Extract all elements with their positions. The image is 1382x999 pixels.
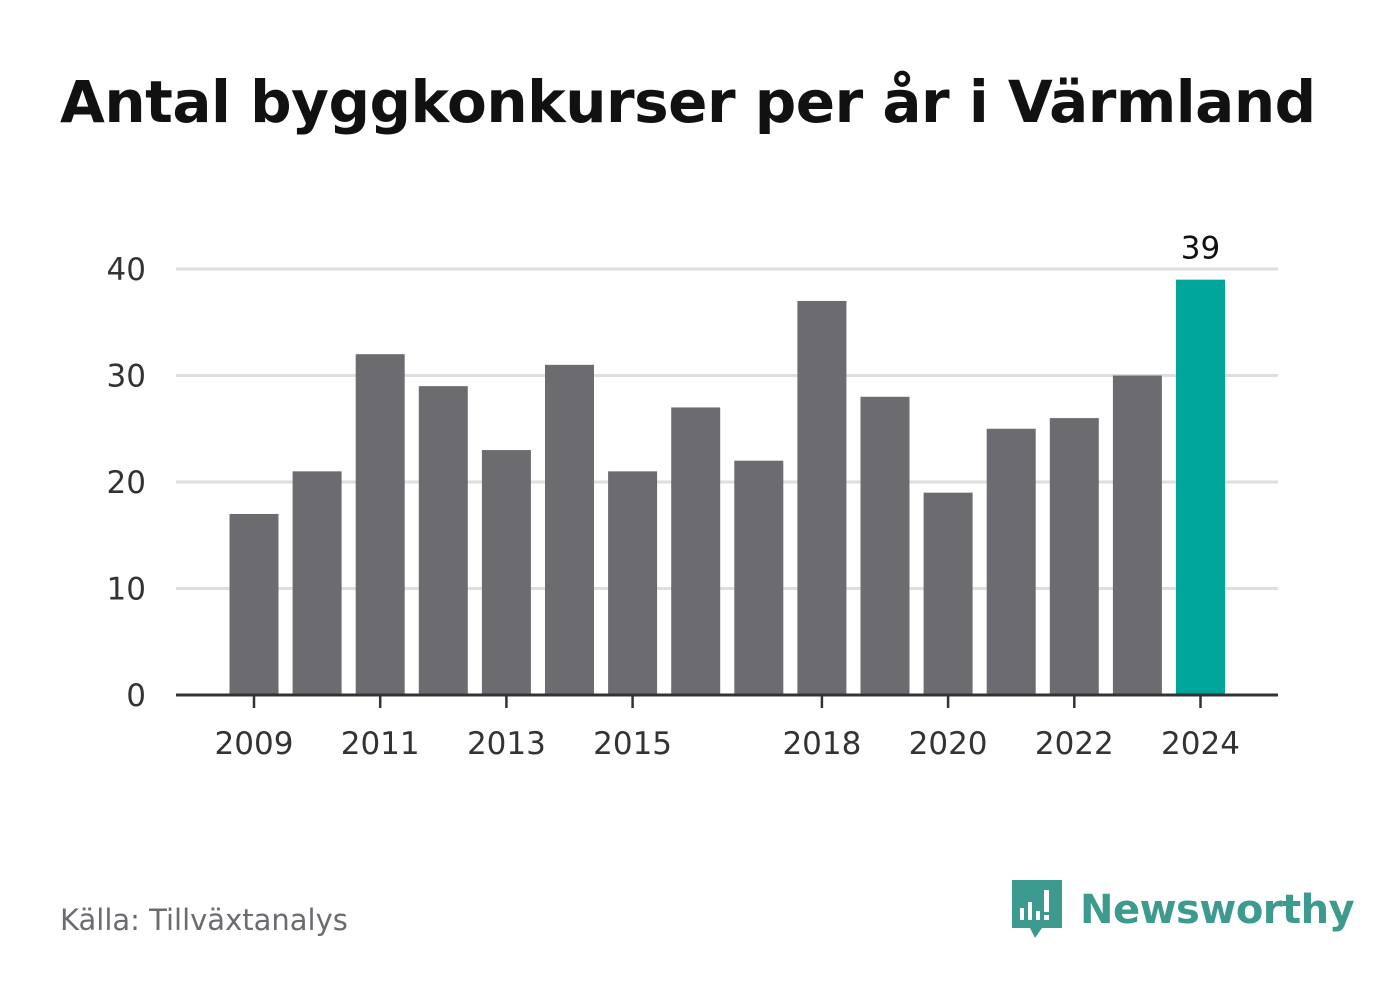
bars — [229, 279, 1225, 695]
brand-logo: Newsworthy — [1010, 878, 1355, 942]
bar — [797, 300, 847, 695]
y-tick-label: 10 — [107, 572, 146, 608]
bar — [923, 492, 973, 695]
bar — [481, 450, 531, 695]
data-label: 39 — [1181, 231, 1220, 267]
data-labels: 39 — [1181, 231, 1220, 267]
bar — [1176, 279, 1225, 695]
bar — [1112, 375, 1162, 695]
y-tick-label: 40 — [107, 252, 146, 288]
bar — [734, 460, 784, 695]
bar — [608, 471, 658, 695]
y-axis-ticks: 0 10 20 30 40 — [107, 252, 146, 714]
bar — [986, 428, 1036, 695]
x-tick-label: 2015 — [593, 726, 672, 762]
x-tick-label: 2020 — [909, 726, 988, 762]
x-tick-label: 2024 — [1161, 726, 1240, 762]
bar — [229, 513, 279, 695]
x-axis: 2009 2011 2013 2015 2018 2020 2022 2024 — [176, 693, 1278, 762]
bar — [292, 471, 342, 695]
brand-name: Newsworthy — [1080, 887, 1355, 933]
y-tick-label: 20 — [107, 465, 146, 501]
bar — [671, 407, 721, 695]
bar — [418, 386, 468, 695]
bar — [355, 354, 405, 695]
y-tick-label: 30 — [107, 359, 146, 395]
x-tick-label: 2009 — [215, 726, 294, 762]
x-tick-label: 2011 — [341, 726, 420, 762]
source-note: Källa: Tillväxtanalys — [60, 903, 348, 937]
bar — [1049, 418, 1099, 695]
x-tick-label: 2018 — [782, 726, 861, 762]
y-tick-label: 0 — [126, 678, 146, 714]
x-tick-label: 2022 — [1035, 726, 1114, 762]
bar — [860, 396, 910, 695]
x-tick-label: 2013 — [467, 726, 546, 762]
newsworthy-logo-icon — [1012, 880, 1062, 938]
chart-title: Antal byggkonkurser per år i Värmland — [60, 68, 1316, 136]
bar — [545, 364, 594, 695]
